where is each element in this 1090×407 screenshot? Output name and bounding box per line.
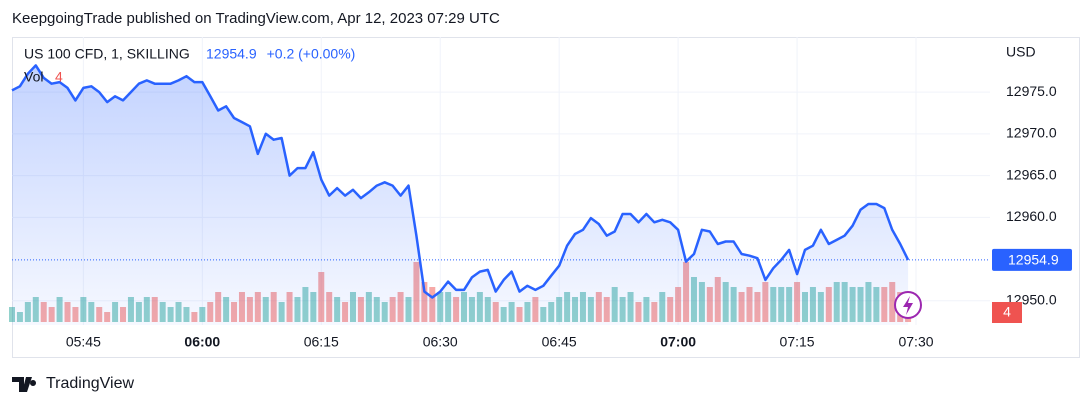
x-tick-label: 07:15 — [780, 334, 815, 350]
area-fill — [12, 65, 909, 326]
volume-tag-label: 4 — [1003, 304, 1011, 320]
alert-icon[interactable] — [894, 291, 922, 319]
x-tick-label: 07:30 — [898, 334, 933, 350]
y-tick-label: 12965.0 — [1006, 166, 1057, 182]
x-tick-label: 05:45 — [66, 334, 101, 350]
last-price-label: 12954.9 — [1008, 252, 1059, 268]
x-tick-label: 06:30 — [423, 334, 458, 350]
last-price: 12954.9 — [206, 46, 257, 62]
price-change: +0.2 (+0.00%) — [267, 46, 356, 62]
volume-tag — [992, 302, 1022, 323]
volume-last: 4 — [55, 69, 63, 85]
y-tick-label: 12960.0 — [1006, 208, 1057, 224]
last-price-tag — [992, 248, 1072, 271]
logo[interactable]: TradingView — [12, 375, 134, 392]
symbol: US 100 CFD, 1, SKILLING — [24, 46, 190, 62]
x-tick-label: 06:00 — [184, 334, 220, 350]
plot — [9, 64, 912, 326]
price-line — [11, 64, 910, 299]
footer: TradingView — [46, 375, 134, 392]
x-tick-label: 07:00 — [660, 334, 696, 350]
y-tick-label: 12975.0 — [1006, 83, 1057, 99]
currency: USD — [1006, 44, 1036, 60]
y-tick-label: 12970.0 — [1006, 125, 1057, 141]
x-tick-label: 06:15 — [304, 334, 339, 350]
volume-name: Vol — [24, 69, 43, 85]
x-tick-label: 06:45 — [542, 334, 577, 350]
header: KeepgoingTrade published on TradingView.… — [12, 10, 500, 27]
